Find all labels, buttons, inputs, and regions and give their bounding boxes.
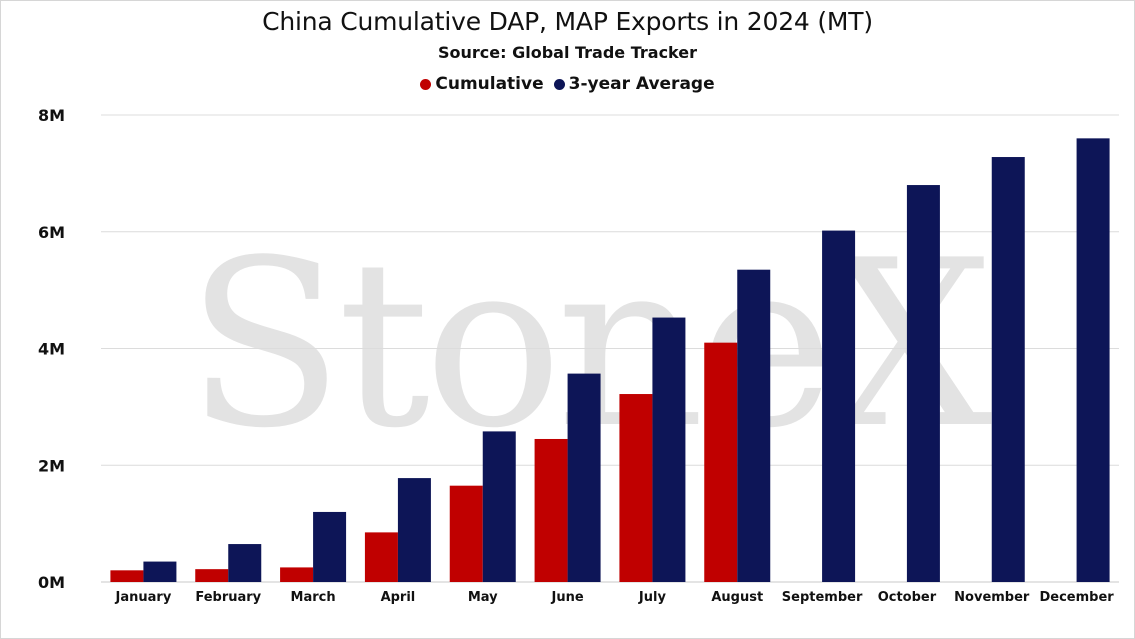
x-tick-label: April	[381, 590, 416, 605]
bar-3-year-average-february	[228, 544, 262, 582]
legend-item-cumulative: Cumulative	[420, 74, 544, 94]
bar-3-year-average-december	[1076, 138, 1110, 582]
chart-legend: Cumulative 3-year Average	[1, 74, 1134, 94]
y-tick-label: 0M	[38, 573, 65, 592]
legend-dot-3-year-average	[553, 78, 565, 90]
x-tick-label: March	[291, 590, 336, 605]
x-tick-label: December	[1039, 590, 1114, 605]
y-tick-label: 4M	[38, 340, 65, 359]
x-tick-label: November	[954, 590, 1030, 605]
x-tick-label: June	[550, 590, 583, 605]
chart-subtitle: Source: Global Trade Tracker	[437, 43, 697, 62]
bar-3-year-average-january	[143, 561, 177, 582]
bar-3-year-average-november	[991, 157, 1025, 582]
bar-cumulative-february	[195, 569, 229, 582]
bar-3-year-average-october	[906, 185, 940, 583]
y-tick-label: 8M	[38, 106, 65, 125]
x-tick-label: January	[115, 590, 172, 605]
y-tick-label: 6M	[38, 223, 65, 242]
bar-3-year-average-august	[737, 269, 771, 582]
x-tick-label: August	[711, 590, 763, 605]
legend-label-cumulative: Cumulative	[435, 74, 544, 94]
bar-cumulative-march	[280, 567, 314, 582]
bar-cumulative-may	[449, 485, 483, 582]
bar-3-year-average-july	[652, 317, 686, 582]
bar-cumulative-july	[619, 394, 653, 582]
legend-item-3-year-average: 3-year Average	[553, 74, 715, 94]
bar-3-year-average-april	[397, 478, 431, 582]
bar-3-year-average-march	[313, 511, 347, 582]
x-tick-label: September	[782, 590, 863, 605]
bar-cumulative-august	[704, 342, 738, 582]
bar-cumulative-april	[364, 532, 398, 582]
bar-cumulative-june	[534, 438, 568, 582]
x-tick-label: February	[195, 590, 261, 605]
chart-title: China Cumulative DAP, MAP Exports in 202…	[262, 7, 873, 36]
x-tick-label: May	[468, 590, 498, 605]
legend-label-3-year-average: 3-year Average	[568, 74, 715, 94]
x-tick-label: July	[638, 590, 667, 605]
bar-cumulative-january	[110, 570, 144, 582]
x-tick-label: October	[878, 590, 937, 605]
legend-dot-cumulative	[420, 78, 432, 90]
bar-3-year-average-may	[482, 431, 516, 582]
bar-3-year-average-june	[567, 373, 601, 582]
bar-3-year-average-september	[822, 230, 856, 582]
y-tick-label: 2M	[38, 456, 65, 475]
